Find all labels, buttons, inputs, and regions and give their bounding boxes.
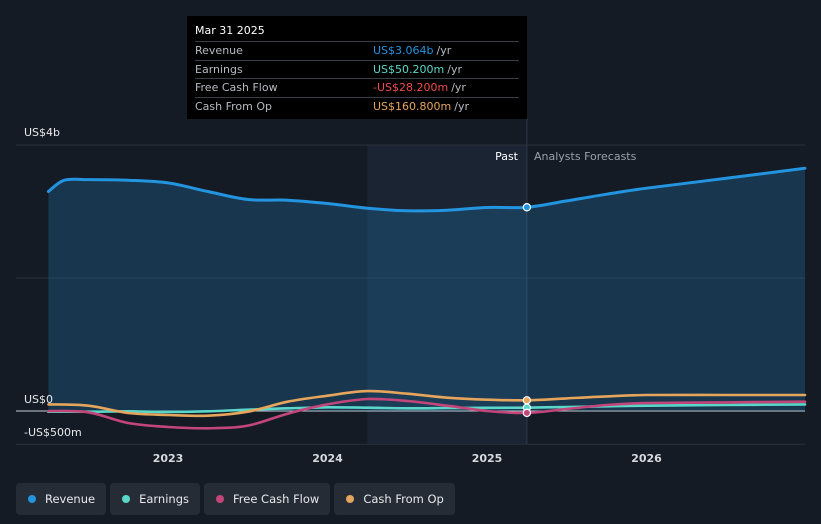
tooltip-label: Cash From Op	[195, 99, 273, 113]
series-line-cash-from-op	[47, 389, 807, 418]
chart-svg: US$4b US$0 -US$500m Past Analysts Foreca…	[16, 118, 807, 465]
past-label: Past	[495, 150, 519, 163]
x-tick-label-2023: 2023	[153, 452, 184, 465]
tooltip-unit: /yr	[447, 62, 462, 76]
legend-item-free-cash-flow[interactable]: Free Cash Flow	[204, 483, 331, 515]
tooltip-row-cash-from-op: Cash From Op US$160.800m/yr	[195, 98, 519, 116]
legend-dot-icon	[346, 495, 355, 503]
marker-cash-from-op	[522, 396, 532, 405]
tooltip-value-text: US$50.200m	[373, 62, 445, 76]
gridlines-layer	[16, 144, 805, 445]
tooltip-value-text: US$3.064b	[373, 44, 434, 57]
tooltip-label: Revenue	[195, 44, 243, 57]
series-lines-layer	[46, 166, 807, 430]
legend-item-earnings[interactable]: Earnings	[110, 483, 200, 515]
x-tick-label-2025: 2025	[472, 452, 503, 465]
legend-label: Revenue	[45, 492, 96, 506]
tooltip-value-text: -US$28.200m	[373, 81, 449, 94]
tooltip-value: US$50.200m/yr	[373, 61, 462, 79]
legend-item-cash-from-op[interactable]: Cash From Op	[334, 483, 455, 515]
past-period-band	[367, 145, 527, 445]
marker-free-cash-flow	[522, 408, 532, 418]
legend-label: Earnings	[139, 492, 189, 506]
tooltip-unit: /yr	[451, 81, 466, 94]
tooltip-row-free-cash-flow: Free Cash Flow -US$28.200m/yr	[195, 79, 519, 98]
tooltip-value: US$160.800m/yr	[373, 98, 469, 116]
y-tick-label-bottom: -US$500m	[24, 426, 82, 439]
tooltip-date: Mar 31 2025	[195, 23, 519, 42]
tooltip-value-text: US$160.800m	[373, 99, 452, 113]
x-tick-label-2026: 2026	[631, 452, 662, 465]
tooltip-label: Earnings	[195, 62, 243, 76]
tooltip-row-earnings: Earnings US$50.200m/yr	[195, 61, 519, 79]
tooltip-unit: /yr	[436, 44, 452, 57]
tooltip-row-revenue: Revenue US$3.064b/yr	[195, 42, 519, 61]
chart-legend: Revenue Earnings Free Cash Flow Cash Fro…	[16, 483, 455, 515]
data-tooltip: Mar 31 2025 Revenue US$3.064b/yr Earning…	[187, 16, 527, 119]
y-tick-label-zero: US$0	[24, 393, 53, 406]
x-tick-label-2024: 2024	[312, 452, 343, 465]
tooltip-label: Free Cash Flow	[195, 81, 278, 94]
past-band-layer	[367, 118, 528, 445]
legend-label: Free Cash Flow	[233, 492, 320, 506]
tooltip-unit: /yr	[454, 99, 469, 113]
tooltip-value: US$3.064b/yr	[373, 42, 451, 60]
markers-layer	[522, 203, 532, 418]
series-line-free-cash-flow	[47, 397, 807, 430]
legend-dot-icon	[28, 495, 36, 503]
y-tick-label-top: US$4b	[24, 126, 60, 139]
legend-item-revenue[interactable]: Revenue	[16, 483, 107, 515]
series-line-revenue	[46, 166, 807, 213]
legend-label: Cash From Op	[363, 492, 444, 506]
tooltip-value: -US$28.200m/yr	[373, 79, 466, 97]
forecast-label: Analysts Forecasts	[534, 150, 637, 163]
legend-dot-icon	[122, 495, 131, 503]
labels-layer: US$4b US$0 -US$500m Past Analysts Foreca…	[24, 126, 662, 465]
marker-revenue	[522, 203, 532, 212]
legend-dot-icon	[216, 495, 224, 503]
series-line-earnings	[47, 403, 807, 414]
revenue-area	[48, 168, 805, 411]
revenue-area-layer	[48, 168, 805, 411]
